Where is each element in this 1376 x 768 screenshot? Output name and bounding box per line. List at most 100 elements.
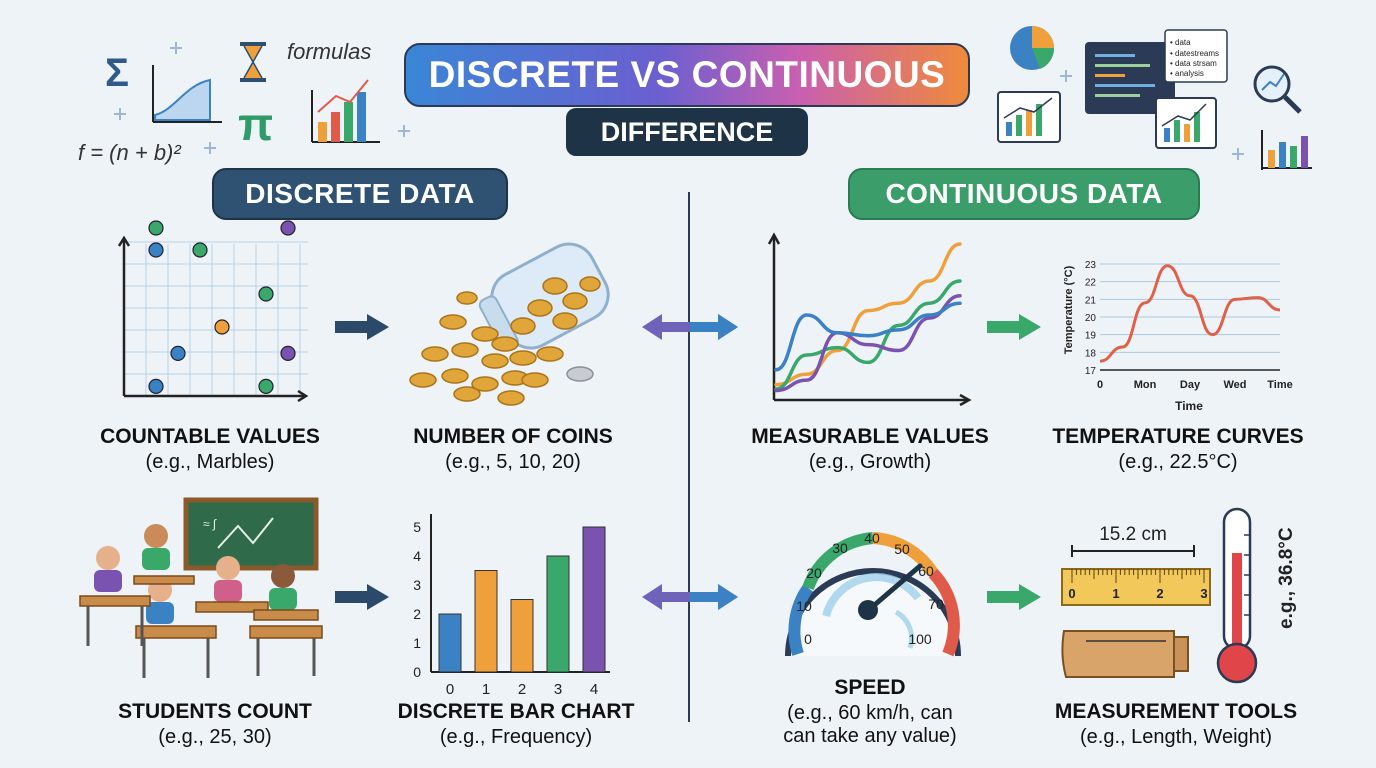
growth-series-line [774,294,962,393]
caption-tools-sub: (e.g., Length, Weight) [1080,726,1272,748]
marble-point [148,378,164,394]
caption-countable-title: COUNTABLE VALUES [100,425,320,448]
caption-speed-sub-2: can take any value) [783,725,957,747]
tape-measure-icon [1061,630,1189,678]
caption-temperature: TEMPERATURE CURVES (e.g., 22.5°C) [1030,425,1326,474]
thermometer-label: e.g., 36.8°C [1276,527,1297,629]
gauge-tick-label: 40 [864,530,880,546]
marble-point [214,319,230,335]
caption-temperature-title: TEMPERATURE CURVES [1052,425,1304,448]
temp-x-tick-label: Time [1267,379,1292,391]
ruler-tick-label: 1 [1112,586,1119,601]
caption-tools-title: MEASUREMENT TOOLS [1054,700,1298,723]
temp-y-axis-label: Temperature (°C) [1063,265,1075,354]
temp-x-tick-label: Wed [1223,379,1246,391]
pi-icon: π [238,98,273,150]
marble-point [170,345,186,362]
caption-measurable-sub: (e.g., Growth) [808,451,932,473]
caption-tools: MEASUREMENT TOOLS (e.g., Length, Weight) [1030,700,1322,749]
caption-students-title: STUDENTS COUNT [118,700,312,723]
temp-y-tick-label: 17 [1085,366,1097,377]
mini-area-chart-icon [152,65,222,123]
plus-decorations [114,42,1244,160]
classroom-illustration: ≈ ∫ [79,497,323,678]
discrete-bar-chart: 0 1 2 3 4 5 0 1 2 3 4 [413,514,610,698]
temp-y-tick-label: 23 [1085,260,1097,271]
caption-coins-title: NUMBER OF COINS [413,425,613,448]
gauge-tick-label: 30 [832,540,848,556]
caption-countable: COUNTABLE VALUES (e.g., Marbles) [70,425,350,474]
double-arrow-bottom [642,584,738,610]
bar-y-tick-label: 1 [413,635,421,651]
magnifier-icon [1253,65,1302,114]
bar-y-tick-label: 0 [413,664,421,680]
section-discrete-heading: DISCRETE DATA [212,168,508,220]
arrow-right-3 [987,314,1041,340]
ruler-icon [1061,568,1211,606]
caption-bar-chart-sub: (e.g., Frequency) [439,726,593,748]
growth-series-line [774,301,962,372]
arrow-right-4 [987,584,1041,610]
arrow-right-2 [335,584,389,610]
students-icon [94,524,297,624]
svg-text:• datestreams: • datestreams [1170,49,1219,58]
caption-measurable-title: MEASURABLE VALUES [751,425,989,448]
bar-1 [474,570,498,673]
bar-x-tick-label: 2 [518,681,526,698]
marble-point [280,220,296,236]
arrow-right-1 [335,314,389,340]
temp-x-tick-label: Mon [1134,379,1157,391]
ruler-tick-label: 3 [1200,586,1207,601]
code-window-icon: • data • datestreams • data strsam • ana… [1085,29,1228,114]
svg-text:≈ ∫: ≈ ∫ [203,517,217,531]
marble-point [148,242,164,258]
page-subtitle: DIFFERENCE [566,108,808,156]
bar-4 [582,526,606,673]
center-divider [688,192,690,722]
bar-x-tick-label: 4 [590,681,598,698]
marble-point [258,286,274,302]
ruler-tick-label: 0 [1068,586,1075,601]
formula-text: f = (n + b)² [78,140,181,165]
ruler-measure-label: 15.2 cm [1099,524,1167,545]
temp-x-tick-label: Day [1180,379,1201,391]
temp-y-tick-label: 19 [1085,331,1097,342]
coins-jar-illustration [409,242,610,406]
temp-y-tick-label: 20 [1085,313,1097,324]
caption-speed-sub-1: (e.g., 60 km/h, can [787,702,953,724]
bar-0 [438,613,462,673]
temp-y-tick-label: 18 [1085,348,1097,359]
gauge-tick-label: 0 [804,631,812,647]
caption-bar-chart: DISCRETE BAR CHART (e.g., Frequency) [378,700,654,749]
temp-y-tick-label: 21 [1085,295,1097,306]
growth-series-line [774,242,962,387]
hourglass-icon [240,42,266,82]
mini-bar-chart-right-icon [1261,130,1312,170]
monitor-chart-icon [997,91,1217,149]
caption-students-sub: (e.g., 25, 30) [158,726,272,748]
mini-bar-chart-icon [311,79,380,143]
temp-y-tick-label: 22 [1085,278,1097,289]
svg-text:• data: • data [1170,38,1191,47]
temperature-line-chart: 17 18 19 20 21 22 23 0 Mon Day Wed Time Temperatur… [1063,260,1293,413]
bar-y-tick-label: 3 [413,577,421,593]
caption-bar-chart-title: DISCRETE BAR CHART [397,700,635,723]
bar-y-tick-label: 5 [413,519,421,535]
section-continuous-heading: CONTINUOUS DATA [848,168,1200,220]
gauge-tick-label: 100 [908,631,932,647]
marble-point [280,345,296,362]
marble-point [192,242,208,258]
growth-series-line [774,279,962,391]
caption-students: STUDENTS COUNT (e.g., 25, 30) [80,700,350,749]
temp-series-line [1099,264,1281,363]
page-title: DISCRETE VS CONTINUOUS [404,43,970,107]
marble-point [148,220,164,236]
svg-text:• analysis: • analysis [1170,69,1204,78]
gauge-needle [868,563,923,611]
marble-point [258,378,274,394]
caption-measurable: MEASURABLE VALUES (e.g., Growth) [722,425,1018,474]
bar-3 [546,555,570,673]
bar-x-tick-label: 1 [482,681,490,698]
bar-x-tick-label: 3 [554,681,562,698]
